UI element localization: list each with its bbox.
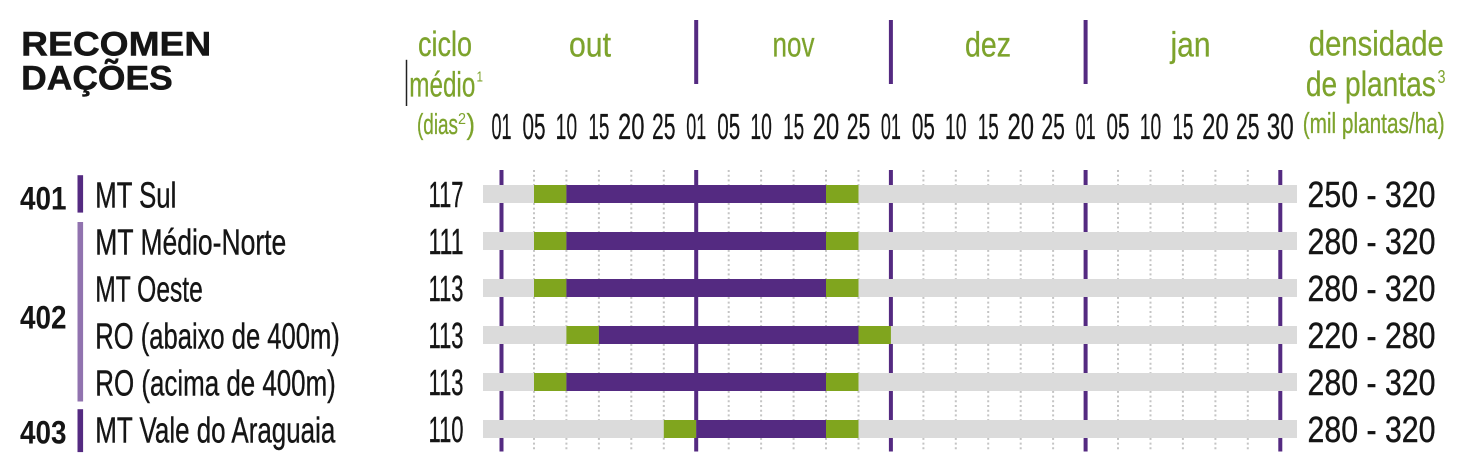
svg-text:01: 01 <box>686 106 706 147</box>
svg-text:10: 10 <box>556 106 578 147</box>
svg-text:280 - 320: 280 - 320 <box>1308 221 1436 262</box>
svg-text:2: 2 <box>458 111 466 128</box>
svg-text:113: 113 <box>429 315 464 356</box>
svg-text:20: 20 <box>1202 106 1229 147</box>
svg-text:05: 05 <box>1107 106 1130 147</box>
svg-text:403: 403 <box>20 414 67 450</box>
svg-text:RECOMEN: RECOMEN <box>21 26 211 64</box>
svg-text:out: out <box>569 25 611 65</box>
svg-text:3: 3 <box>1438 67 1446 87</box>
svg-text:20: 20 <box>813 106 840 147</box>
svg-text:10: 10 <box>750 106 772 147</box>
svg-text:01: 01 <box>492 106 512 147</box>
svg-text:30: 30 <box>1267 106 1294 147</box>
svg-text:20: 20 <box>1007 106 1034 147</box>
svg-text:dez: dez <box>965 25 1011 65</box>
svg-text:RO (acima de 400m): RO (acima de 400m) <box>95 362 335 403</box>
svg-text:10: 10 <box>1140 106 1162 147</box>
svg-text:220 - 280: 220 - 280 <box>1308 315 1436 356</box>
svg-text:MT Médio-Norte: MT Médio-Norte <box>95 221 286 262</box>
svg-text:MT Sul: MT Sul <box>95 174 176 215</box>
svg-text:MT Vale do Araguaia: MT Vale do Araguaia <box>95 409 336 450</box>
svg-text:RO (abaixo de 400m): RO (abaixo de 400m) <box>95 315 339 356</box>
svg-text:01: 01 <box>881 106 901 147</box>
svg-text:DAÇÕES: DAÇÕES <box>21 57 173 97</box>
svg-text:05: 05 <box>717 106 740 147</box>
svg-text:médio: médio <box>409 65 475 105</box>
svg-text:25: 25 <box>652 106 676 147</box>
svg-text:280 - 320: 280 - 320 <box>1308 268 1436 309</box>
svg-text:250 - 320: 250 - 320 <box>1308 174 1436 215</box>
svg-text:densidade: densidade <box>1309 24 1444 64</box>
svg-text:05: 05 <box>523 106 546 147</box>
svg-text:113: 113 <box>429 268 464 309</box>
svg-text:jan: jan <box>1170 25 1211 65</box>
svg-text:401: 401 <box>20 180 67 216</box>
svg-text:15: 15 <box>783 106 804 147</box>
svg-text:111: 111 <box>429 221 464 262</box>
svg-text:25: 25 <box>847 106 871 147</box>
svg-text:05: 05 <box>912 106 935 147</box>
svg-text:01: 01 <box>1076 106 1096 147</box>
svg-text:ciclo: ciclo <box>418 24 472 64</box>
svg-text:MT Oeste: MT Oeste <box>95 268 203 309</box>
svg-text:113: 113 <box>429 362 464 403</box>
svg-text:117: 117 <box>429 174 464 215</box>
svg-text:1: 1 <box>477 69 484 86</box>
svg-text:nov: nov <box>773 25 815 65</box>
svg-text:402: 402 <box>20 299 67 335</box>
svg-text:280 - 320: 280 - 320 <box>1308 409 1436 450</box>
svg-text:110: 110 <box>429 409 464 450</box>
svg-text:(mil plantas/ha): (mil plantas/ha) <box>1303 108 1445 140</box>
svg-text:(dias: (dias <box>417 109 458 141</box>
svg-text:15: 15 <box>1172 106 1193 147</box>
svg-text:): ) <box>467 109 476 141</box>
svg-text:25: 25 <box>1041 106 1065 147</box>
svg-text:20: 20 <box>618 106 645 147</box>
svg-text:de plantas: de plantas <box>1306 64 1436 104</box>
svg-text:15: 15 <box>978 106 999 147</box>
svg-text:25: 25 <box>1236 106 1260 147</box>
svg-text:280 - 320: 280 - 320 <box>1308 362 1436 403</box>
svg-text:15: 15 <box>588 106 609 147</box>
svg-text:10: 10 <box>945 106 967 147</box>
